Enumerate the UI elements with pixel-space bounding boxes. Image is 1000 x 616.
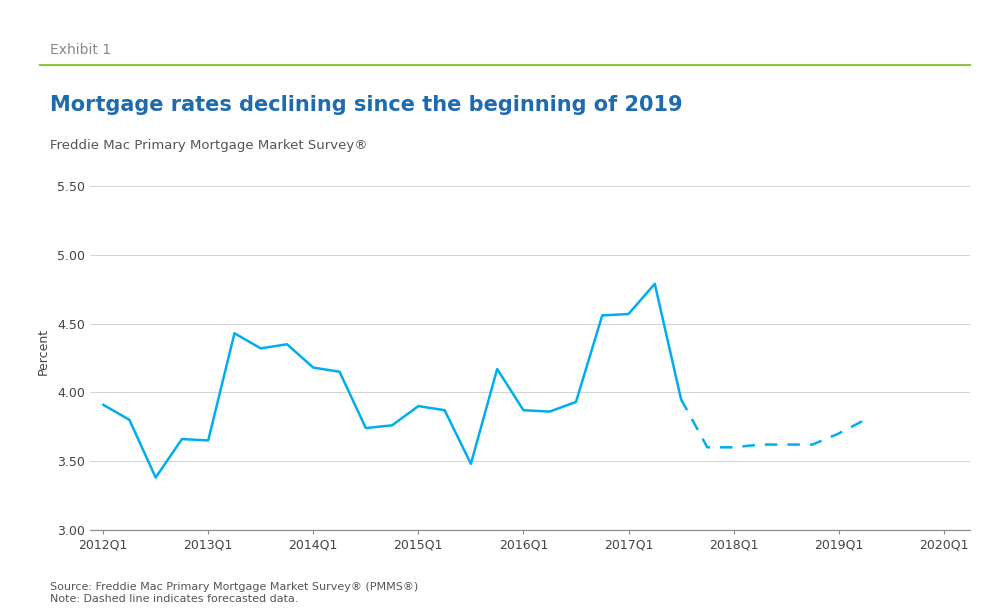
Text: Source: Freddie Mac Primary Mortgage Market Survey® (PMMS®): Source: Freddie Mac Primary Mortgage Mar… [50,582,418,592]
Text: Exhibit 1: Exhibit 1 [50,43,111,57]
Y-axis label: Percent: Percent [37,328,50,375]
Text: Mortgage rates declining since the beginning of 2019: Mortgage rates declining since the begin… [50,95,683,115]
Text: Note: Dashed line indicates forecasted data.: Note: Dashed line indicates forecasted d… [50,594,298,604]
Text: Freddie Mac Primary Mortgage Market Survey®: Freddie Mac Primary Mortgage Market Surv… [50,139,368,152]
